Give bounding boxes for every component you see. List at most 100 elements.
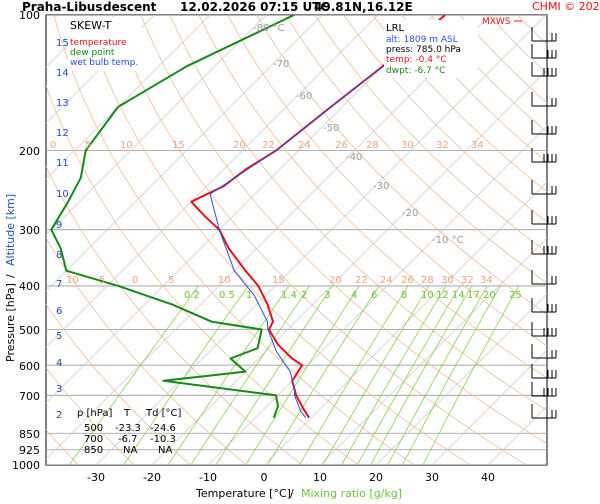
pressure-axis: 100 200 300 400 500 600 700 850 925 1000	[12, 9, 40, 472]
dry-adiabat-line	[53, 15, 415, 465]
mixing-label: 4	[351, 290, 357, 301]
altitude-tick: 2	[56, 410, 62, 421]
isotherm-label: 20	[233, 140, 246, 151]
adiabat-label: -10 °C	[432, 235, 464, 246]
table-cell: 850	[84, 445, 103, 456]
altitude-tick: 3	[56, 384, 62, 395]
adiabat-label: -70	[273, 59, 289, 70]
wind-barb	[531, 240, 557, 255]
mixing-axis-label: Mixing ratio [g/kg]	[301, 487, 402, 500]
temperature-tick: 20	[369, 471, 383, 484]
wind-barb	[531, 120, 557, 135]
y-axis-label-group: Pressure [hPa] / Altitude [km]	[4, 194, 17, 362]
dry-adiabat-line	[46, 237, 247, 465]
series-dew-point-line	[50, 15, 295, 419]
isotherm-label: 5	[99, 275, 105, 286]
altitude-tick: 12	[56, 128, 69, 139]
mixing-ratio-line	[299, 285, 409, 465]
isotherm-label: 24	[298, 140, 311, 151]
sounding-series	[50, 15, 446, 419]
mixing-label: 12	[436, 290, 449, 301]
y-axis-label-sep: /	[4, 274, 17, 278]
wind-barb	[531, 364, 557, 379]
dry-adiabat-line	[198, 15, 547, 379]
mixing-ratio-line	[68, 285, 199, 465]
mixing-label: 17	[467, 290, 480, 301]
wind-barbs	[531, 27, 557, 419]
temperature-tick: -10	[199, 471, 217, 484]
wind-barb	[531, 322, 557, 337]
isotherm-label: 0	[132, 275, 138, 286]
pressure-tick: 600	[19, 360, 40, 373]
altitude-tick: 13	[56, 98, 69, 109]
temperature-tick: -20	[143, 471, 161, 484]
altitude-tick: 9	[56, 220, 62, 231]
dry-adiabat-line	[256, 15, 547, 315]
temperature-tick: 10	[313, 471, 327, 484]
plot-area	[45, 14, 548, 466]
x-axis-label-sep: /	[290, 487, 294, 500]
altitude-tick: 14	[56, 68, 69, 79]
isotherm-label: 5	[168, 275, 174, 286]
dry-adiabat-line	[46, 429, 79, 465]
mixing-ratio-labels: 0.2 0.5 1 1.4 2 3 4 6 8 10 12 14 17 20 2…	[184, 290, 522, 301]
mixing-ratio-line	[215, 285, 333, 465]
wind-barb	[531, 27, 557, 42]
isotherm-label: 34	[471, 140, 484, 151]
legend-title: SKEW-T	[70, 19, 112, 32]
dry-adiabat-line	[343, 15, 547, 223]
mixing-ratio-line	[356, 285, 461, 465]
isotherm-line	[375, 293, 547, 465]
temperature-tick: -30	[87, 471, 105, 484]
dry-adiabat-line	[576, 15, 600, 465]
mixing-ratio-line	[402, 285, 501, 465]
dry-adiabat-line	[46, 303, 191, 465]
pressure-tick: 500	[19, 324, 40, 337]
mixing-label: 2	[301, 290, 307, 301]
header-station: Praha-Libus	[22, 0, 102, 14]
isotherm-line	[207, 125, 547, 465]
mixing-label: 10	[421, 290, 434, 301]
temperature-axis: -30 -20 -10 0 10 20 30 40	[87, 471, 495, 484]
isotherm-lines	[46, 15, 547, 465]
header-phase: descent	[103, 0, 157, 14]
mixing-ratio-lines	[68, 285, 519, 465]
mixing-ratio-line	[123, 285, 249, 465]
wind-barb	[531, 180, 557, 195]
isotherm-line	[46, 15, 211, 180]
isotherm-label: 10	[218, 275, 231, 286]
wind-barb	[531, 382, 557, 397]
mixing-label: 0.2	[184, 290, 200, 301]
altitude-tick: 6	[56, 306, 62, 317]
mixing-ratio-line	[245, 285, 360, 465]
mixing-ratio-line	[387, 285, 488, 465]
adiabat-label: -50	[323, 123, 339, 134]
pressure-tick: 200	[19, 145, 40, 158]
altitude-tick: 8	[56, 250, 62, 261]
wind-barb	[531, 148, 557, 163]
isotherm-line	[46, 15, 379, 348]
mixing-label: 8	[401, 290, 407, 301]
adiabat-label: -40	[346, 152, 362, 163]
mxws-label: MXWS	[482, 17, 511, 27]
isotherm-label: 32	[436, 140, 449, 151]
isotherm-label: 26	[401, 275, 414, 286]
altitude-tick: 10	[56, 189, 69, 200]
isotherm-line	[46, 15, 155, 124]
pressure-tick: 925	[19, 444, 40, 457]
table-cell: -23.3	[115, 423, 141, 434]
altitude-tick: 7	[56, 279, 62, 290]
lrl-temp: temp: -0.4 °C	[386, 55, 447, 65]
dry-adiabat-line	[546, 15, 547, 16]
y-axis-label: Pressure [hPa]	[4, 283, 17, 362]
wind-barb	[531, 344, 557, 359]
table-header: Td [°C]	[145, 408, 182, 419]
copyright: CHMI © 2026	[532, 0, 600, 13]
adiabat-label: -20	[402, 208, 418, 219]
temperature-tick: 40	[481, 471, 495, 484]
isotherm-label: 10	[66, 275, 79, 286]
altitude-axis: 2 3 4 5 6 7 8 9 10 11 12 13 14 15	[56, 38, 69, 421]
isotherm-line	[46, 15, 323, 292]
legend-wet-bulb: wet bulb temp.	[70, 58, 138, 68]
lrl-alt: alt: 1809 m ASL	[386, 35, 458, 45]
